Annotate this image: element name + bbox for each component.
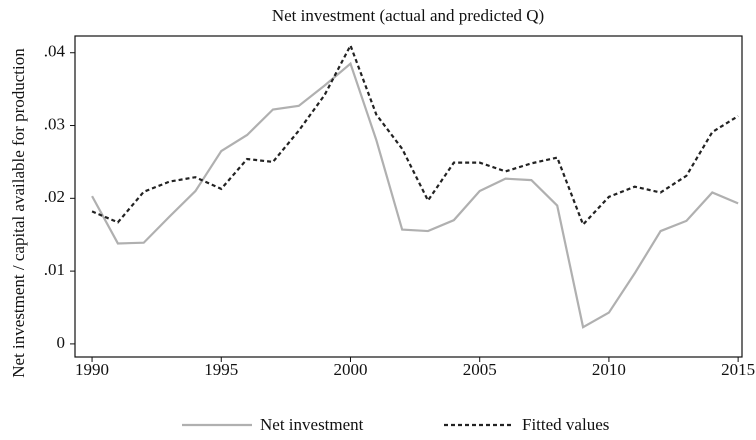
x-tick-label: 1995: [204, 360, 238, 379]
x-tick-label: 2015: [721, 360, 755, 379]
x-tick-label: 2005: [463, 360, 497, 379]
x-tick-label: 2010: [592, 360, 626, 379]
x-tick-label: 1990: [75, 360, 109, 379]
y-axis-label: Net investment / capital available for p…: [9, 48, 28, 378]
chart-title: Net investment (actual and predicted Q): [272, 6, 544, 25]
plot-frame: [74, 35, 743, 358]
series-line: [91, 42, 739, 227]
y-tick-label: .01: [44, 260, 65, 279]
legend-label: Fitted values: [522, 415, 609, 434]
x-tick-label: 2000: [333, 360, 367, 379]
y-tick-label: .02: [44, 187, 65, 206]
y-tick-label: .04: [44, 42, 66, 61]
legend-label: Net investment: [260, 415, 364, 434]
y-tick-label: 0: [57, 333, 66, 352]
series-line: [91, 61, 739, 329]
y-tick-label: .03: [44, 114, 65, 133]
